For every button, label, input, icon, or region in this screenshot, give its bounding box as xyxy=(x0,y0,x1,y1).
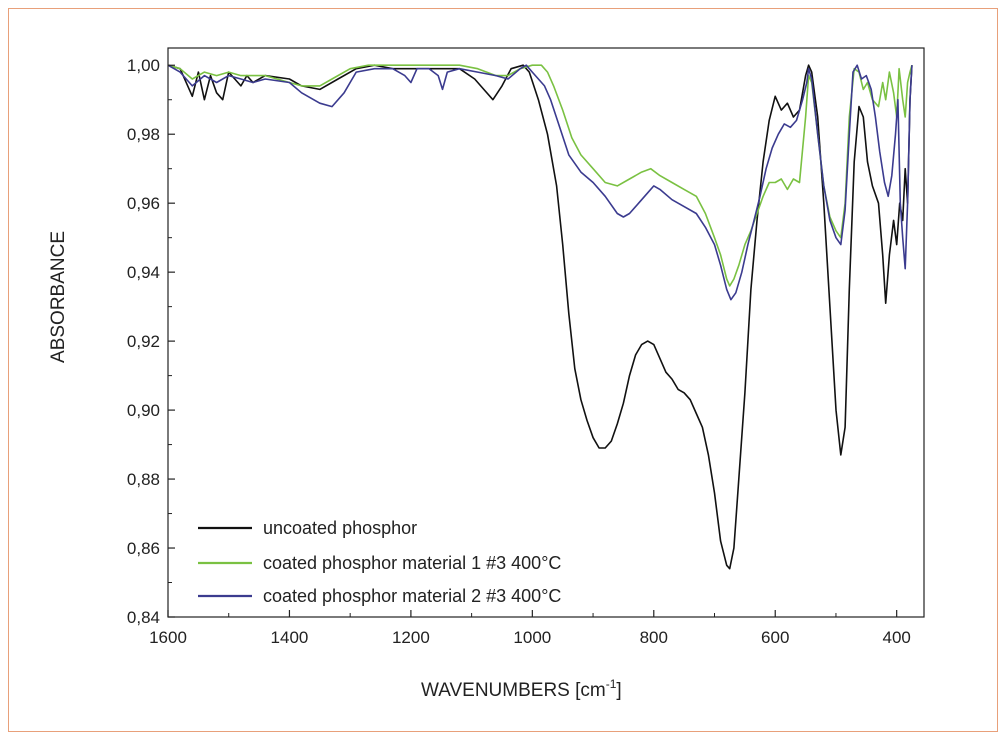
legend-label-uncoated: uncoated phosphor xyxy=(263,518,417,538)
axes: 1600 1400 1200 1000 800 600 400 0,84 0,86 0,88 0,9… xyxy=(127,47,925,647)
chart-frame xyxy=(8,8,998,732)
legend-label-material-1: coated phosphor material 1 #3 400°C xyxy=(263,553,561,573)
series-line-1 xyxy=(167,64,913,570)
x-tick-label: 600 xyxy=(761,628,789,647)
y-tick-label: 0,88 xyxy=(127,470,160,489)
legend: uncoated phosphor coated phosphor materi… xyxy=(198,518,561,606)
plot-area xyxy=(167,64,913,570)
y-tick-label: 1,00 xyxy=(127,56,160,75)
y-tick-label: 0,96 xyxy=(127,194,160,213)
series-line-2 xyxy=(167,64,913,287)
x-axis-title-main: WAVENUMBERS [cm xyxy=(421,680,606,701)
plot-border xyxy=(167,47,925,618)
series-line-3 xyxy=(167,64,913,301)
y-tick-label: 0,92 xyxy=(127,332,160,351)
y-tick-label: 0,90 xyxy=(127,401,160,420)
y-axis-title: ABSORBANCE xyxy=(48,231,69,363)
legend-label-material-2: coated phosphor material 2 #3 400°C xyxy=(263,586,561,606)
x-axis-title-end: ] xyxy=(616,680,621,701)
x-tick-label: 1200 xyxy=(392,628,430,647)
y-tick-label: 0,84 xyxy=(127,608,160,627)
x-axis-title: WAVENUMBERS [cm-1] xyxy=(421,677,622,701)
x-axis-title-sup: -1 xyxy=(606,677,617,691)
y-tick-label: 0,86 xyxy=(127,539,160,558)
x-tick-label: 1000 xyxy=(513,628,551,647)
x-tick-label: 800 xyxy=(640,628,668,647)
x-tick-label: 1400 xyxy=(271,628,309,647)
y-tick-label: 0,94 xyxy=(127,263,160,282)
x-tick-label: 400 xyxy=(882,628,910,647)
y-tick-label: 0,98 xyxy=(127,125,160,144)
x-tick-label: 1600 xyxy=(149,628,187,647)
